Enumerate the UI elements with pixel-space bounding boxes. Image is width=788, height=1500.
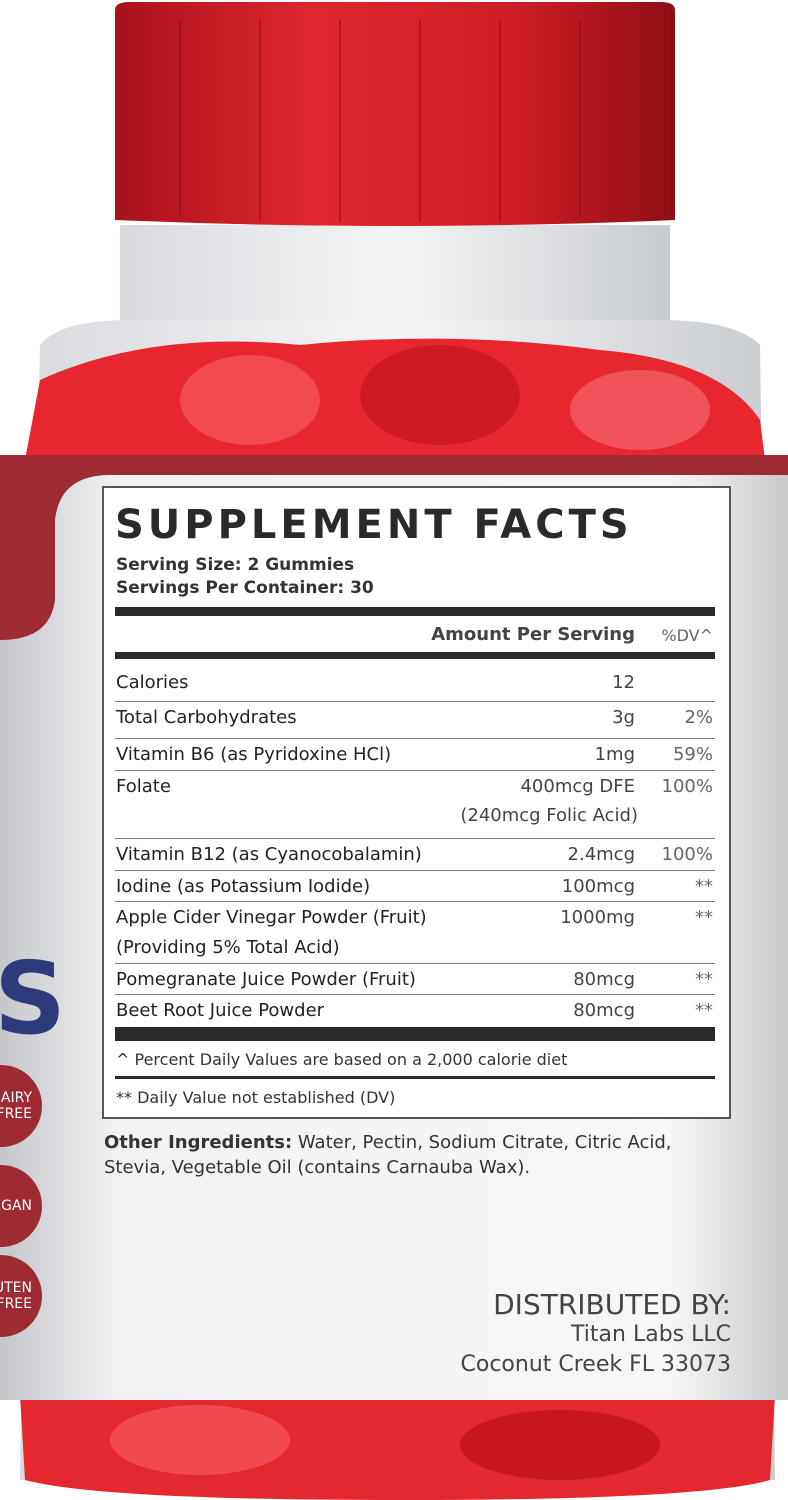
nutrient-amount: 1000mg — [560, 907, 635, 928]
nutrient-amount: 80mcg — [573, 969, 635, 990]
row-rule — [115, 701, 715, 702]
nutrient-name: Folate — [116, 776, 171, 797]
badge-text: AIRY — [0, 1090, 32, 1106]
badge-text: LUTEN — [0, 1280, 32, 1296]
nutrient-name: Apple Cider Vinegar Powder (Fruit) — [116, 907, 427, 928]
nutrient-amount: 400mcg DFE — [520, 776, 635, 797]
nutrient-dv: 59% — [672, 744, 713, 765]
nutrient-dv: 100% — [661, 776, 713, 797]
row-rule — [115, 738, 715, 739]
row-rule — [115, 901, 715, 902]
row-rule — [115, 994, 715, 995]
row-rule — [115, 963, 715, 964]
row-rule — [115, 870, 715, 871]
dv-header: %DV^ — [661, 626, 713, 645]
nutrient-name: Pomegranate Juice Powder (Fruit) — [116, 969, 416, 990]
footnote: ** Daily Value not established (DV) — [116, 1088, 396, 1107]
nutrient-amount: 3g — [612, 707, 635, 728]
thick-rule — [115, 1027, 715, 1041]
row-rule — [115, 838, 715, 839]
nutrient-dv: ** — [695, 907, 713, 928]
distributor-heading: DISTRIBUTED BY: — [493, 1288, 731, 1321]
ingredients-label: Other Ingredients: — [104, 1132, 293, 1153]
serving-size: Serving Size: 2 Gummies — [116, 555, 355, 575]
nutrient-name: Total Carbohydrates — [116, 707, 297, 728]
row-rule — [115, 770, 715, 771]
thick-rule — [115, 652, 715, 659]
badge-text: FREE — [0, 1106, 32, 1122]
badge-text: FREE — [0, 1296, 32, 1312]
thick-rule — [115, 607, 715, 616]
nutrient-dv: 2% — [684, 707, 713, 728]
amount-header: Amount Per Serving — [431, 624, 635, 645]
nutrient-amount: 1mg — [594, 744, 635, 765]
facts-title: SUPPLEMENT FACTS — [115, 502, 633, 548]
footnote: ^ Percent Daily Values are based on a 2,… — [116, 1050, 568, 1069]
nutrient-name: Beet Root Juice Powder — [116, 1000, 325, 1021]
distributor-address: Coconut Creek FL 33073 — [460, 1352, 732, 1377]
nutrient-dv: ** — [695, 1000, 713, 1021]
amount-note: (240mcg Folic Acid) — [460, 805, 638, 826]
nutrient-dv: 100% — [661, 844, 713, 865]
nutrient-name: Iodine (as Potassium Iodide) — [116, 876, 371, 897]
nutrient-dv: ** — [695, 876, 713, 897]
nutrient-name: Vitamin B12 (as Cyanocobalamin) — [116, 844, 422, 865]
nutrient-amount: 2.4mcg — [567, 844, 635, 865]
side-letter: S — [0, 940, 67, 1057]
distributor-name: Titan Labs LLC — [571, 1322, 731, 1347]
thin-rule — [115, 1076, 715, 1079]
nutrient-amount: 80mcg — [573, 1000, 635, 1021]
ingredients-text: Water, Pectin, Sodium Citrate, Citric Ac… — [104, 1132, 672, 1178]
other-ingredients: Other Ingredients: Water, Pectin, Sodium… — [104, 1130, 729, 1180]
nutrient-note: (Providing 5% Total Acid) — [116, 937, 340, 958]
nutrient-amount: 100mcg — [561, 876, 635, 897]
nutrient-dv: ** — [695, 969, 713, 990]
nutrient-amount: 12 — [612, 672, 635, 693]
servings-per-container: Servings Per Container: 30 — [116, 578, 374, 598]
nutrient-name: Calories — [116, 672, 189, 693]
nutrient-name: Vitamin B6 (as Pyridoxine HCl) — [116, 744, 392, 765]
